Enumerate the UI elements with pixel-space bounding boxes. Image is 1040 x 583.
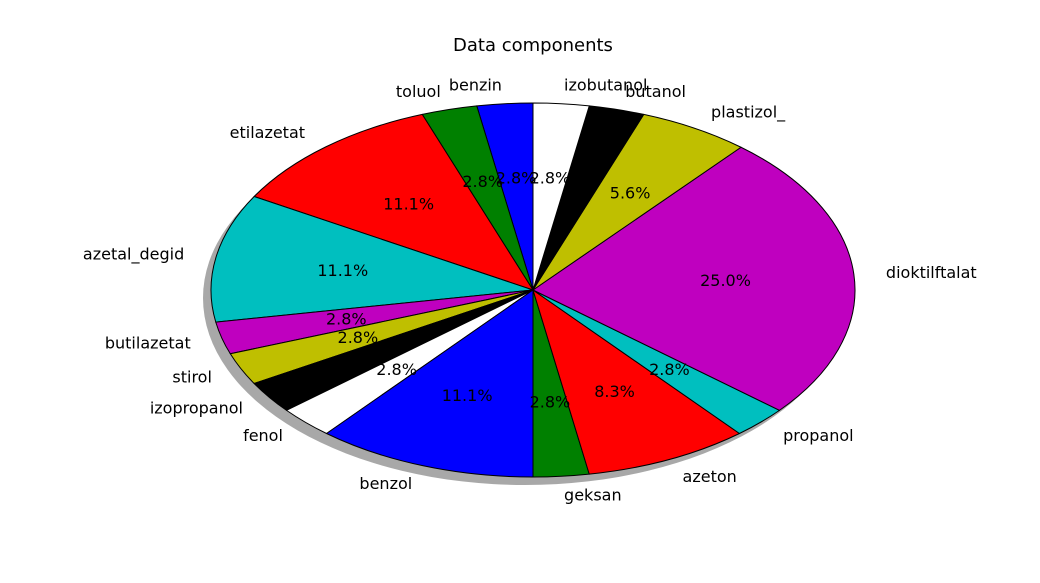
pct-label-toluol: 2.8% (462, 172, 503, 191)
pct-label-geksan: 2.8% (530, 392, 571, 411)
category-label-propanol: propanol (783, 426, 854, 445)
category-label-plastizol: plastizol_ (711, 103, 786, 123)
category-label-benzol: benzol (359, 474, 412, 493)
chart-title: Data components (453, 35, 613, 56)
category-label-izopropanol: izopropanol (150, 399, 243, 418)
category-label-stirol: stirol (172, 367, 212, 386)
pie-percent-labels: 2.8%2.8%11.1%11.1%2.8%2.8%2.8%11.1% 2.8%8… (317, 169, 751, 412)
category-label-toluol: toluol (396, 82, 441, 101)
pie-slice-etilazetat (253, 113, 534, 291)
pie-slices (210, 102, 856, 478)
category-label-butilazetat: butilazetat (105, 333, 191, 352)
pie-slice-dioktilftalat (532, 146, 856, 411)
category-label-benzin: benzin (449, 76, 502, 95)
pie-slice-azeton (532, 289, 740, 475)
category-label-azeton: azeton (683, 467, 737, 486)
pct-label-etilazetat: 11.1% (383, 195, 434, 214)
pie-slice-azetal-degid (210, 196, 534, 323)
pie-slice-izobutanol (532, 102, 590, 291)
pct-label-fenol: 2.8% (376, 360, 417, 379)
pct-label-azeton: 8.3% (594, 382, 635, 401)
pct-label-propanol: 2.8% (649, 360, 690, 379)
pct-label-benzol: 11.1% (442, 386, 493, 405)
category-label-azetal-degid: azetal_degid (83, 245, 184, 265)
category-label-geksan: geksan (564, 485, 622, 504)
category-label-fenol: fenol (243, 426, 283, 445)
pie-category-labels: benzin toluol etilazetat azetal_degidbutila… (83, 76, 977, 505)
pct-label-benzin: 2.8% (496, 169, 537, 188)
pct-label-dioktilftalat: 25.0% (700, 271, 751, 290)
category-label-butanol: butanol (625, 82, 686, 101)
pct-label-butilazetat: 2.8% (326, 309, 367, 328)
pct-label-stirol: 2.8% (338, 328, 379, 347)
category-label-dioktilftalat: dioktilftalat (886, 263, 977, 282)
pie-slice-benzol (326, 289, 534, 478)
pct-label-azetal-degid: 11.1% (317, 261, 368, 280)
pct-label-plastizol: 5.6% (610, 184, 651, 203)
pct-label-izobutanol: 2.8% (530, 169, 571, 188)
category-label-etilazetat: etilazetat (230, 123, 305, 142)
category-label-izobutanol: izobutanol (564, 76, 647, 95)
